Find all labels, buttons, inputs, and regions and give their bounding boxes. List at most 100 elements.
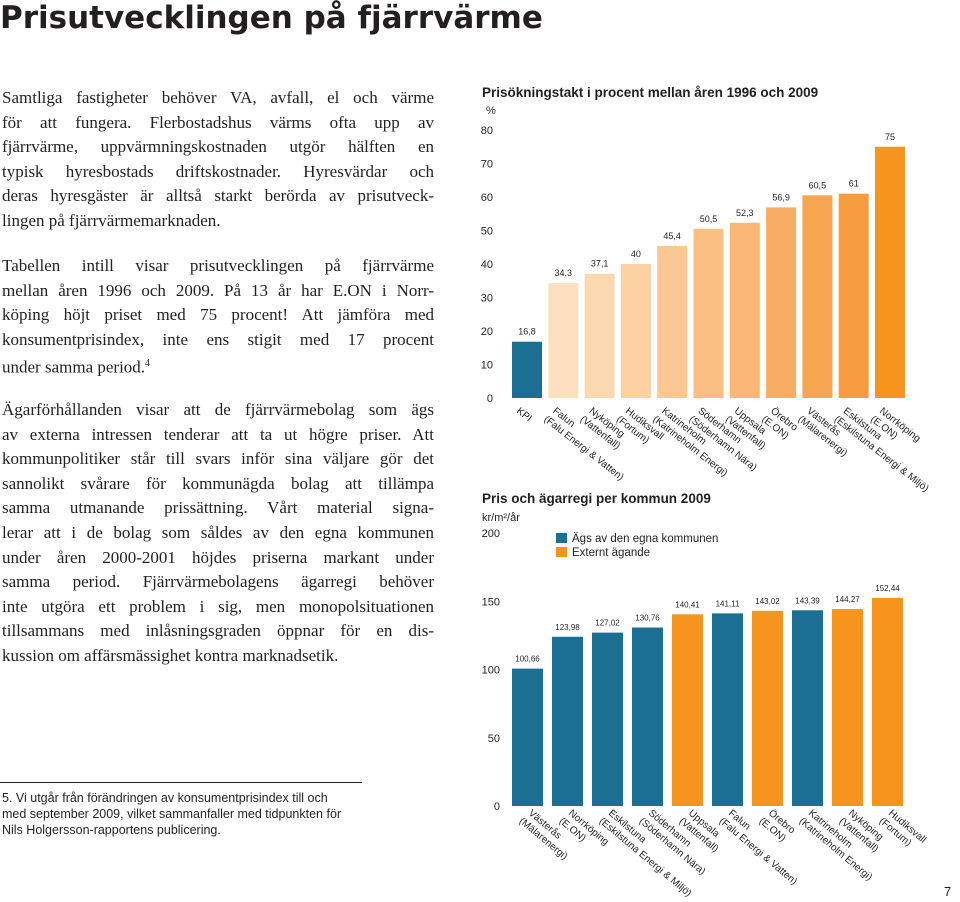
value-label: 141,11 [716,599,740,608]
footnote-line: med september 2009, vilket sammanfaller … [2,807,342,821]
value-label: 130,76 [635,614,660,623]
value-label: 144,27 [835,595,860,604]
x-tick-label: Örebro(E.ON) [757,806,798,846]
legend-swatch [556,533,567,543]
bar [838,193,869,398]
bar [512,341,542,398]
value-label: 37,1 [591,259,609,269]
y-tick-label: 100 [482,665,500,677]
bar [632,627,663,806]
value-label: 60,5 [809,180,827,190]
bar [752,610,783,806]
paragraph-line: mellan åren 1996 och 2009. På 13 år har … [2,280,434,300]
y-unit: kr/m²/år [482,512,520,524]
paragraph-line: lingen på fjärrvärmemarknaden. [2,211,221,230]
value-label: 143,39 [795,596,820,605]
y-tick-label: 150 [482,596,500,608]
bar [832,609,863,806]
value-label: 45,4 [663,231,681,241]
page-number: 7 [944,884,952,899]
paragraph-line: under åren 2000-2001 höjdes priserna mar… [2,547,434,567]
chart-title: Pris och ägarregi per kommun 2009 [482,491,711,506]
paragraph-line: kommunpolitiker står till svars inför si… [2,449,434,469]
y-tick-label: 70 [481,159,493,171]
value-label: 52,3 [736,208,754,218]
x-tick-label: KPI [514,406,533,425]
footnote-rule [0,782,362,783]
legend-label: Externt ägande [572,547,650,559]
x-tick-label: Örebro(E.ON) [759,404,800,444]
value-label: 61 [849,179,859,189]
value-label: 56,9 [772,192,790,202]
bar [552,636,583,806]
value-label: 140,41 [675,600,700,609]
paragraph-line: sannolikt svårare för kommunägda bolag a… [2,473,434,493]
bar [592,632,623,806]
paragraph-line: konsumentprisindex, inte ens stigit med … [2,329,434,349]
value-label: 40 [631,249,641,259]
bar [802,195,833,398]
bar [712,613,743,806]
value-label: 16,8 [518,327,536,337]
bar [512,668,543,806]
y-tick-label: 50 [488,733,500,745]
bar [766,207,797,398]
paragraph-line: Samtliga fastigheter behöver VA, avfall,… [2,88,434,107]
y-tick-label: 30 [481,293,493,305]
y-tick-label: 0 [494,801,500,813]
paragraph-line: för att fungera. Flerbostadshus värms of… [2,112,434,132]
y-tick-label: 0 [487,393,493,405]
legend-label: Ägs av den egna kommunen [572,533,718,545]
x-tick-label-line: KPI [514,406,533,425]
value-label: 34,3 [555,268,573,278]
value-label: 100,66 [515,655,540,664]
footnote-line: Nils Holgersson-rapportens publicering. [2,823,221,837]
paragraph-line: Tabellen intill visar prisutvecklingen p… [2,256,434,275]
paragraph-line: inte utgöra ett problem i sig, men monop… [2,596,434,616]
y-tick-label: 50 [481,226,493,238]
y-tick-label: 40 [481,259,493,271]
paragraph-line: kussion om affärsmässighet kontra markna… [2,646,339,665]
value-label: 127,02 [595,619,620,628]
paragraph-line: samma period. Fjärrvärmebolagens ägarreg… [2,572,434,592]
paragraph-line: lerar att i de bolag som såldes av den e… [2,523,434,542]
y-tick-label: 20 [481,326,493,338]
paragraph-line: typisk hyresbostads driftskostnader. Hyr… [2,161,434,181]
bar [657,245,688,398]
y-unit: % [486,105,496,117]
paragraph-line: deras hyresgäster är alltså starkt berör… [2,186,434,206]
value-label: 152,44 [875,584,900,593]
bar [584,273,615,398]
value-label: 50,5 [700,214,718,224]
bar [875,146,905,398]
paragraph-line: tillsammans med inlåsningsgraden öppnar … [2,621,434,641]
y-tick-label: 200 [482,528,500,540]
value-label: 123,98 [555,623,580,632]
y-tick-label: 80 [481,125,493,137]
chart-title: Prisökningstakt i procent mellan åren 19… [482,85,818,100]
footnote-ref: 4 [145,358,151,370]
paragraph-line: Ägarförhållanden visar att de fjärrvärme… [2,400,434,419]
value-label: 143,02 [755,597,780,606]
paragraph-line: fjärrvärme, uppvärmningskostnaden utgör … [2,137,434,157]
value-label: 75 [885,132,895,142]
bar [792,610,823,806]
bar [672,614,703,806]
bar [729,222,760,398]
page-title: Prisutvecklingen på fjärrvärme [0,0,543,36]
y-tick-label: 10 [481,360,493,372]
legend-swatch [556,547,567,557]
paragraph-line: under samma period.4 [2,358,151,378]
bar [693,228,724,398]
y-tick-label: 60 [481,192,493,204]
paragraph-line: köping höjt priset med 75 procent! Att j… [2,305,434,325]
bar [548,283,579,398]
paragraph-line: samma utmanande prissättning. Vårt mater… [2,498,434,518]
paragraph-line: av externa intressen tenderar att ta ut … [2,424,434,444]
footnote-line: 5. Vi utgår från förändringen av konsume… [2,791,328,805]
bar [872,597,903,806]
x-tick-label: Hudiksvall(Fortum) [877,807,928,855]
bar [620,264,651,398]
